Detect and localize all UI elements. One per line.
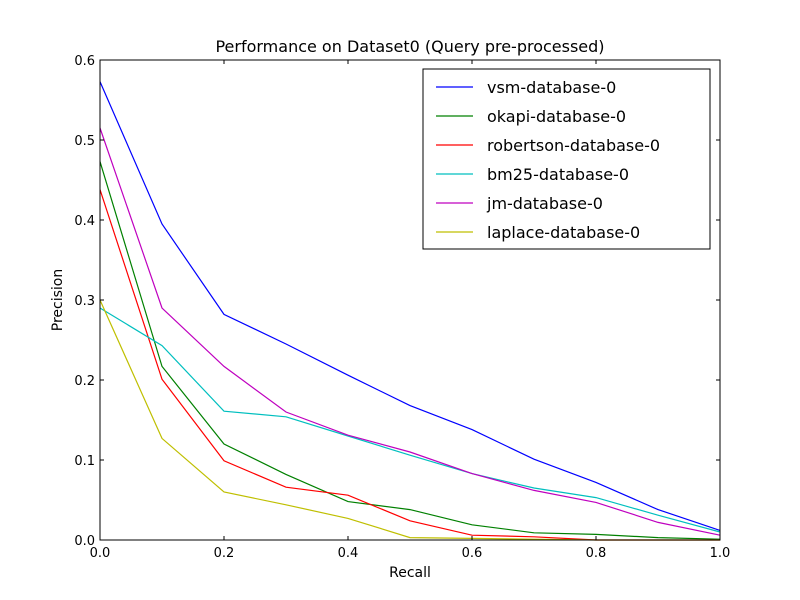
x-tick-label: 0.4 (338, 546, 359, 561)
x-tick-label: 1.0 (710, 546, 731, 561)
x-tick-label: 0.2 (214, 546, 235, 561)
y-tick-label: 0.5 (74, 134, 95, 149)
y-tick-label: 0.3 (74, 294, 95, 309)
x-axis-label: Recall (389, 565, 431, 581)
legend-label-laplace-database-0: laplace-database-0 (487, 223, 640, 242)
y-tick-label: 0.4 (74, 214, 95, 229)
y-axis-label: Precision (50, 269, 66, 331)
legend: vsm-database-0 okapi-database-0 robertson-… (422, 68, 711, 250)
series-line-bm25-database-0 (99, 307, 721, 533)
series-line-okapi-database-0 (99, 161, 721, 540)
legend-label-bm25-database-0: bm25-database-0 (487, 165, 629, 184)
legend-label-robertson-database-0: robertson-database-0 (487, 136, 660, 155)
series-line-vsm-database-0 (99, 81, 721, 531)
legend-label-vsm-database-0: vsm-database-0 (487, 78, 616, 97)
x-tick-label: 0.8 (586, 546, 607, 561)
chart-title: Performance on Dataset0 (Query pre-proce… (215, 37, 604, 56)
x-tick-label: 0.6 (462, 546, 483, 561)
y-tick-label: 0.2 (74, 374, 95, 389)
y-tick-label: 0.0 (74, 534, 95, 549)
legend-box (422, 68, 711, 250)
legend-label-okapi-database-0: okapi-database-0 (487, 107, 626, 126)
y-tick-label: 0.6 (74, 54, 95, 69)
series-line-jm-database-0 (99, 127, 721, 536)
y-tick-label: 0.1 (74, 454, 95, 469)
legend-label-jm-database-0: jm-database-0 (486, 194, 603, 213)
x-tick-label: 0.0 (90, 546, 111, 561)
tick-layer: 0.0 0.2 0.4 0.6 0.8 1.0 0.0 0.1 0.2 0.3 0.4 0.5 0.6 (74, 54, 730, 561)
